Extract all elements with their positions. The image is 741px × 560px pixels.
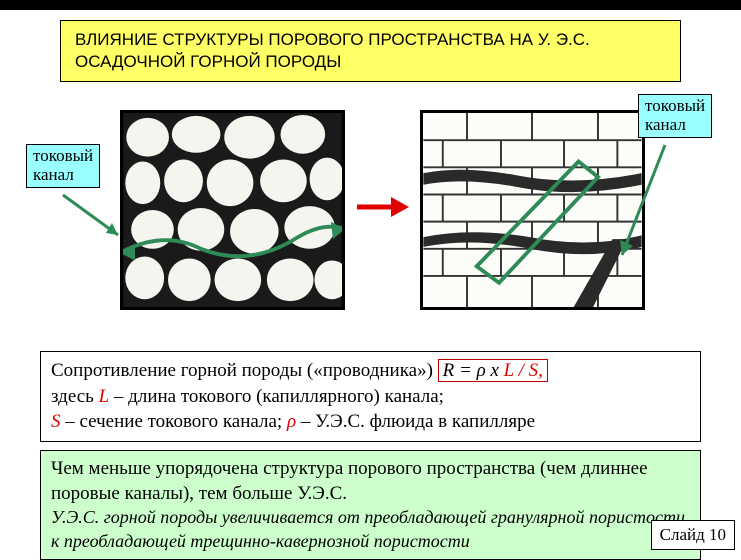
formula-S: S — [51, 411, 61, 432]
slide-number: Слайд 10 — [651, 520, 735, 550]
formula-plain: R = ρ x — [443, 360, 499, 381]
formula-l2-rest: – длина токового (капиллярного) канала; — [109, 386, 444, 407]
conclusion-line-2: У.Э.С. горной породы увеличивается от пр… — [51, 506, 690, 553]
label-left: токовыйканал — [26, 144, 100, 187]
label-right: токовыйканал — [638, 94, 712, 137]
formula-inline: R = ρ x L / S, — [438, 359, 548, 382]
red-arrow-icon — [355, 192, 410, 222]
formula-l3-mid: – сечение токового канала; — [61, 411, 287, 432]
arrow-right-to-brick — [610, 140, 680, 270]
label-right-text: токовыйканал — [645, 96, 705, 134]
title-box: ВЛИЯНИЕ СТРУКТУРЫ ПОРОВОГО ПРОСТРАНСТВА … — [60, 20, 681, 82]
formula-l3-end: – У.Э.С. флюида в капилляре — [296, 411, 535, 432]
formula-l2-prefix: здесь — [51, 386, 99, 407]
formula-line-2: здесь L – длина токового (капиллярного) … — [51, 384, 690, 410]
top-black-bar — [0, 0, 741, 10]
diagram-area: токовыйканал — [0, 92, 741, 347]
formula-red-part: L / S, — [499, 360, 543, 381]
formula-box: Сопротивление горной породы («проводника… — [40, 351, 701, 442]
granular-rock-diagram — [120, 110, 345, 310]
formula-line-1: Сопротивление горной породы («проводника… — [51, 358, 690, 384]
conclusion-box: Чем меньше упорядочена структура поровог… — [40, 450, 701, 560]
formula-line-3: S – сечение токового канала; ρ – У.Э.С. … — [51, 409, 690, 435]
label-left-text: токовыйканал — [33, 146, 93, 184]
formula-L: L — [99, 386, 110, 407]
formula-prefix: Сопротивление горной породы («проводника… — [51, 360, 438, 381]
conclusion-line-1: Чем меньше упорядочена структура поровог… — [51, 457, 690, 506]
formula-rho: ρ — [287, 411, 296, 432]
